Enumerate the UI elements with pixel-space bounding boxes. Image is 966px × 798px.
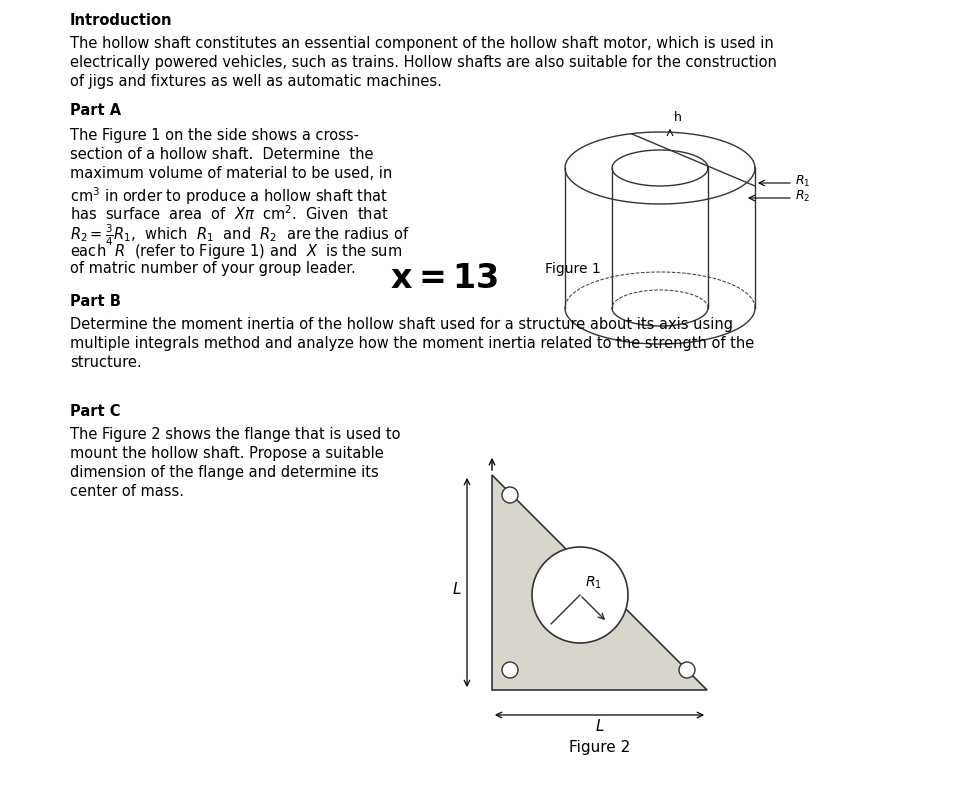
Text: $\mathbf{x = 13}$: $\mathbf{x = 13}$ [390,262,498,295]
Text: dimension of the flange and determine its: dimension of the flange and determine it… [70,465,379,480]
Text: Part A: Part A [70,103,121,118]
Text: Part B: Part B [70,294,121,309]
Text: center of mass.: center of mass. [70,484,184,499]
Text: multiple integrals method and analyze how the moment inertia related to the stre: multiple integrals method and analyze ho… [70,336,754,351]
Text: h: h [674,111,682,124]
Text: of matric number of your group leader.: of matric number of your group leader. [70,261,355,276]
Text: $R_1$: $R_1$ [795,173,810,188]
Text: $R_2 = \frac{3}{4}R_1$,  which  $R_1$  and  $R_2$  are the radius of: $R_2 = \frac{3}{4}R_1$, which $R_1$ and … [70,223,410,248]
Text: Figure 2: Figure 2 [569,740,630,755]
Text: maximum volume of material to be used, in: maximum volume of material to be used, i… [70,166,392,181]
Text: Determine the moment inertia of the hollow shaft used for a structure about its : Determine the moment inertia of the holl… [70,317,733,332]
Text: $R_1$: $R_1$ [585,575,602,591]
Text: The Figure 1 on the side shows a cross-: The Figure 1 on the side shows a cross- [70,128,359,143]
Text: Introduction: Introduction [70,13,173,28]
Text: Part C: Part C [70,404,121,419]
Circle shape [502,662,518,678]
Text: The Figure 2 shows the flange that is used to: The Figure 2 shows the flange that is us… [70,427,401,442]
Text: Figure 1: Figure 1 [545,262,601,276]
Text: has  surface  area  of  $X\pi$  cm$^2$.  Given  that: has surface area of $X\pi$ cm$^2$. Given… [70,204,388,223]
Circle shape [679,662,695,678]
Text: each  $R$  (refer to Figure 1) and  $X$  is the sum: each $R$ (refer to Figure 1) and $X$ is … [70,242,402,261]
Text: electrically powered vehicles, such as trains. Hollow shafts are also suitable f: electrically powered vehicles, such as t… [70,55,777,70]
Circle shape [502,487,518,503]
Text: L: L [595,719,604,734]
Text: mount the hollow shaft. Propose a suitable: mount the hollow shaft. Propose a suitab… [70,446,384,461]
Text: $R_2$: $R_2$ [795,188,810,203]
Text: cm$^3$ in order to produce a hollow shaft that: cm$^3$ in order to produce a hollow shaf… [70,185,388,207]
Text: The hollow shaft constitutes an essential component of the hollow shaft motor, w: The hollow shaft constitutes an essentia… [70,36,774,51]
Text: L: L [452,583,461,598]
Circle shape [532,547,628,643]
Text: section of a hollow shaft.  Determine  the: section of a hollow shaft. Determine the [70,147,374,162]
Polygon shape [492,475,707,690]
Text: structure.: structure. [70,355,142,370]
Text: of jigs and fixtures as well as automatic machines.: of jigs and fixtures as well as automati… [70,74,441,89]
